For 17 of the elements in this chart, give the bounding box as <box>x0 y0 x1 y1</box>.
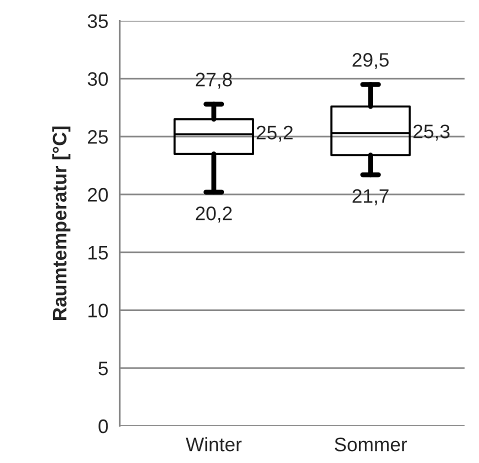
annotation: 25,3 <box>414 124 450 141</box>
y-tick-label: 10 <box>88 304 108 318</box>
annotation: 21,7 <box>352 189 389 206</box>
y-tick-label: 20 <box>88 188 108 202</box>
y-tick-label: 25 <box>88 130 108 144</box>
y-tick-label: 0 <box>98 419 108 434</box>
x-tick-label: Winter <box>186 437 242 452</box>
y-tick-label: 15 <box>88 246 108 260</box>
y-axis-title: Raumtemperatur [°C] <box>52 126 70 320</box>
y-tick-label: 30 <box>88 72 108 86</box>
y-tick-label: 5 <box>98 362 108 376</box>
annotation: 20,2 <box>196 206 232 223</box>
x-tick-label: Sommer <box>334 438 407 452</box>
annotation: 25,2 <box>256 126 293 142</box>
annotation: 27,8 <box>196 72 232 89</box>
y-tick-label: 35 <box>88 14 108 28</box>
annotation: 29,5 <box>352 52 389 70</box>
